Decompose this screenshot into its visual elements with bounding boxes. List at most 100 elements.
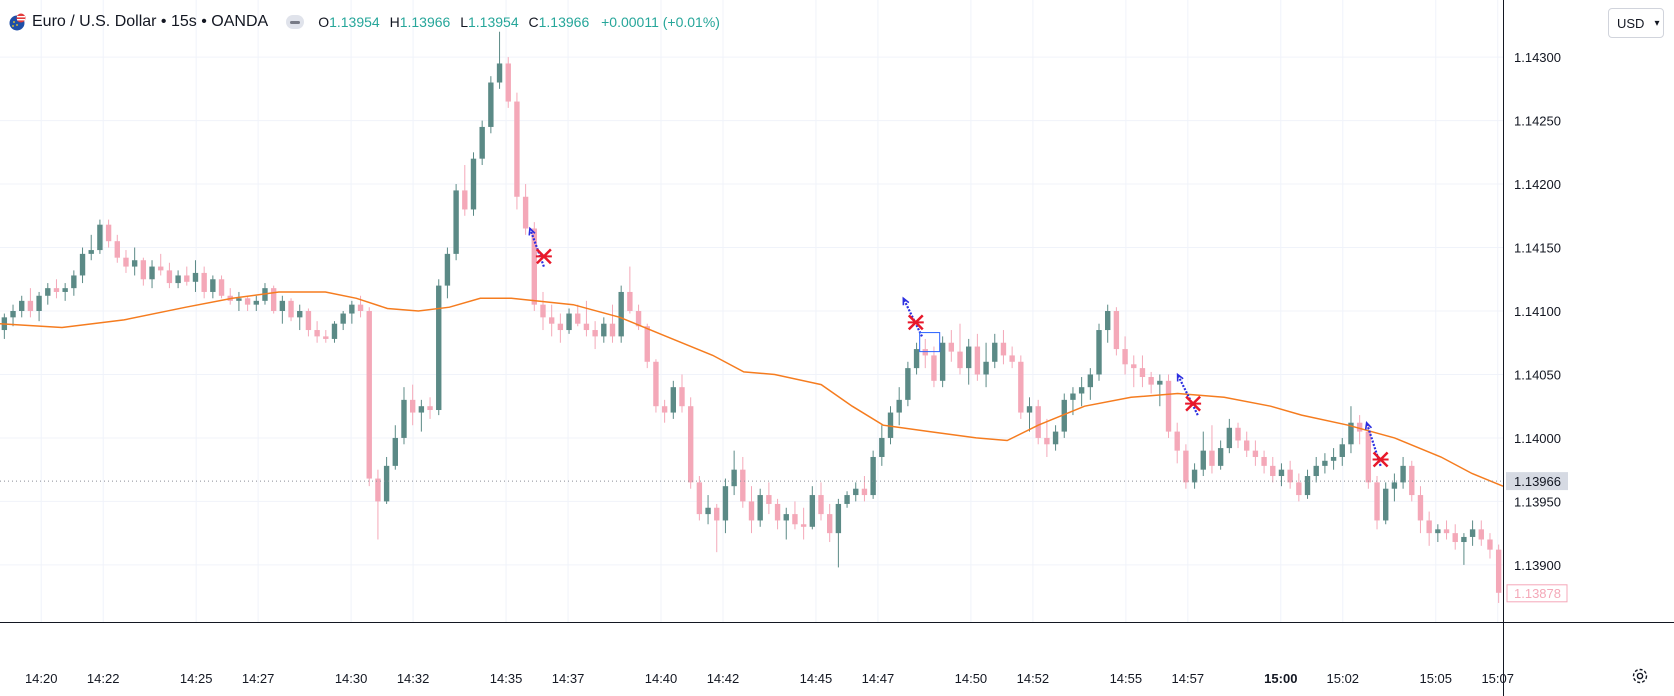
high-value: 1.13966 — [399, 14, 451, 30]
candle-body — [427, 406, 433, 411]
candle-body — [314, 330, 320, 337]
minus-icon — [290, 20, 301, 24]
candle-body — [331, 323, 338, 339]
candle-body — [131, 260, 138, 267]
annotation-arrow-head[interactable] — [1364, 420, 1373, 430]
candle-body — [1148, 377, 1154, 385]
candle-body — [236, 298, 242, 301]
candle-body — [453, 190, 459, 254]
price-tick-label: 1.13900 — [1514, 558, 1561, 573]
candle-body — [436, 285, 442, 411]
candle-body — [983, 361, 989, 375]
price-tick-label: 1.14050 — [1514, 367, 1561, 382]
candle-body — [1435, 529, 1441, 534]
candle-body — [1426, 520, 1432, 534]
time-tick-label: 15:02 — [1327, 671, 1360, 686]
time-tick-label: 15:07 — [1481, 671, 1514, 686]
candle-body — [644, 326, 650, 362]
moving-average — [0, 291, 1504, 487]
candle-body — [1469, 529, 1476, 537]
candle-body — [1113, 311, 1120, 350]
candle-body — [1174, 431, 1180, 451]
candle-body — [1495, 549, 1502, 593]
candle-body — [870, 456, 876, 496]
candle-body — [653, 361, 659, 407]
candle-body — [1278, 469, 1285, 477]
time-tick-label: 14:37 — [552, 671, 585, 686]
candle-body — [531, 228, 537, 305]
selection-box[interactable] — [919, 332, 941, 353]
price-tick-label: 1.13950 — [1514, 494, 1561, 509]
time-tick-label: 14:35 — [490, 671, 523, 686]
candlesticks — [1, 31, 1502, 603]
candle-body — [305, 311, 312, 331]
candle-body — [375, 478, 381, 502]
time-tick-label: 14:55 — [1110, 671, 1143, 686]
candle-body — [1365, 431, 1372, 483]
candle-body — [383, 465, 390, 502]
candle-body — [1217, 448, 1224, 466]
price-tick-label: 1.14100 — [1514, 304, 1561, 319]
candle-body — [1122, 349, 1128, 365]
candle-body — [687, 406, 694, 483]
time-tick-label: 14:47 — [862, 671, 895, 686]
candle-body — [514, 101, 520, 197]
candle-body — [175, 275, 181, 284]
candle-body — [774, 503, 781, 521]
candle-body — [1018, 361, 1024, 413]
candle-body — [792, 514, 798, 525]
candle-body — [948, 342, 955, 352]
candle-body — [1417, 495, 1424, 521]
change-value: +0.00011 (+0.01%) — [601, 14, 720, 30]
candle-body — [79, 253, 86, 276]
gear-icon[interactable] — [1630, 666, 1650, 686]
annotations[interactable] — [528, 226, 1389, 468]
annotation-arrow-line[interactable] — [1176, 373, 1199, 416]
close-value: 1.13966 — [538, 14, 590, 30]
candle-body — [462, 190, 468, 210]
candle-body — [1487, 539, 1493, 550]
candle-body — [1070, 393, 1076, 400]
annotation-arrow-line[interactable] — [902, 297, 923, 337]
candle-body — [670, 387, 677, 413]
candle-body — [905, 368, 911, 400]
candle-body — [340, 313, 346, 324]
candle-body — [1339, 444, 1345, 457]
candle-body — [1235, 427, 1241, 441]
candle-body — [922, 349, 928, 356]
candle-body — [10, 311, 16, 318]
candle-body — [731, 469, 737, 487]
annotation-arrow-head[interactable] — [1176, 372, 1184, 382]
separator-dot: • — [156, 13, 171, 30]
candle-body — [939, 342, 946, 381]
time-tick-label: 14:42 — [707, 671, 740, 686]
candle-body — [392, 437, 398, 466]
currency-button[interactable]: USD ▾ — [1608, 8, 1664, 38]
candle-body — [1139, 368, 1146, 378]
candle-body — [1052, 431, 1059, 445]
candle-body — [1409, 465, 1415, 496]
currency-label: USD — [1617, 15, 1645, 31]
candle-body — [1296, 482, 1302, 496]
candle-body — [1304, 476, 1311, 496]
candle-body — [1209, 450, 1215, 466]
candle-body — [149, 266, 155, 280]
collapse-legend-button[interactable] — [286, 15, 305, 29]
candle-body — [705, 507, 711, 515]
annotation-arrow-head[interactable] — [902, 296, 910, 306]
candle-body — [722, 486, 729, 521]
symbol-name[interactable]: Euro / U.S. Dollar — [32, 13, 157, 30]
candle-body — [1131, 364, 1137, 369]
candle-body — [844, 495, 850, 504]
candle-body — [1191, 469, 1198, 483]
candle-body — [62, 288, 68, 292]
candle-body — [557, 323, 564, 331]
candle-body — [766, 495, 772, 504]
price-tick-label: 1.14150 — [1514, 241, 1561, 256]
interval[interactable]: 15s — [170, 13, 197, 30]
annotation-arrow-head[interactable] — [528, 226, 536, 236]
candle-body — [270, 288, 277, 311]
candle-body — [505, 63, 511, 102]
